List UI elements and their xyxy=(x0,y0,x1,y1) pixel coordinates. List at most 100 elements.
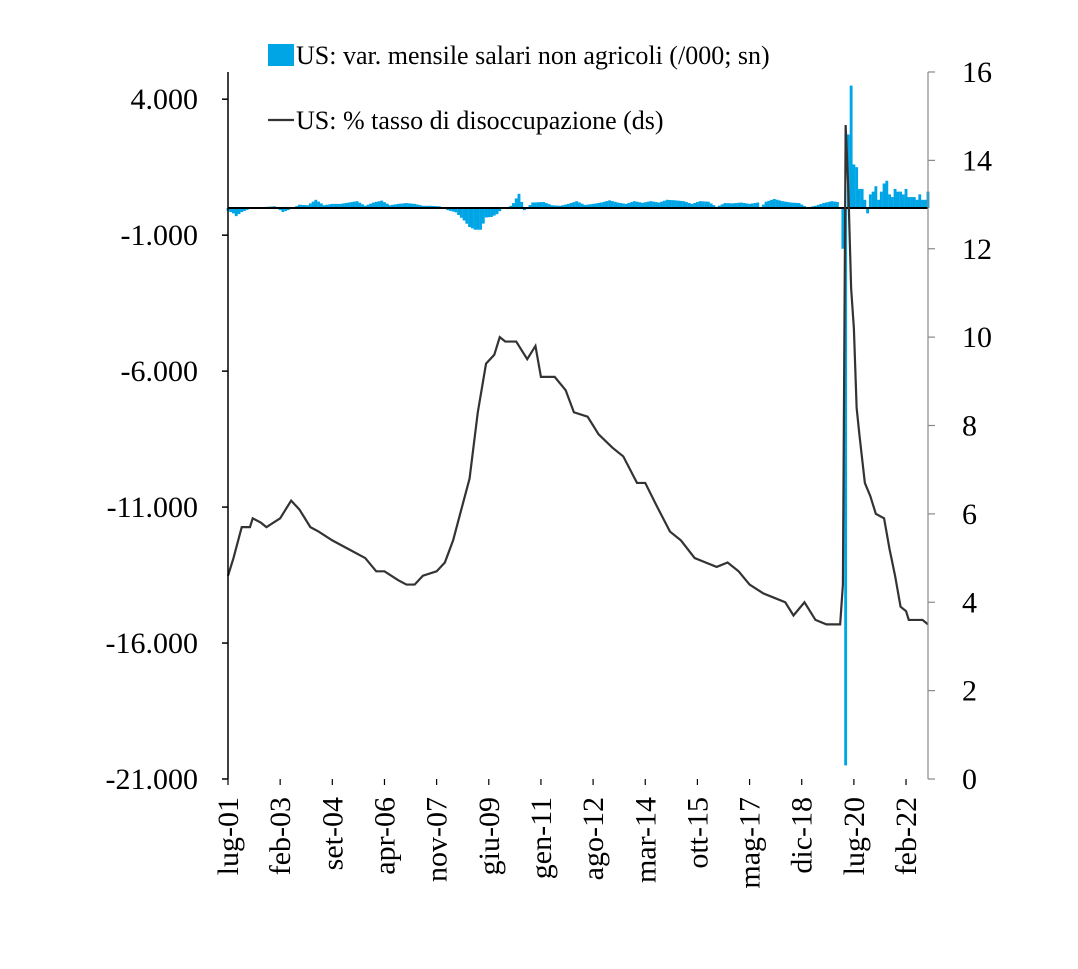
bar xyxy=(328,204,332,208)
bar xyxy=(857,188,861,208)
bar xyxy=(761,204,765,208)
bar xyxy=(429,205,433,208)
bar xyxy=(555,205,559,208)
bar xyxy=(363,205,367,208)
bar xyxy=(558,205,562,208)
bar xyxy=(383,202,386,208)
bar xyxy=(608,200,612,208)
bar xyxy=(910,197,913,208)
bar xyxy=(229,207,233,213)
bar xyxy=(770,199,773,208)
bar xyxy=(421,205,425,208)
left-tick-label: -11.000 xyxy=(107,491,198,524)
bar xyxy=(783,201,787,208)
right-tick-label: 16 xyxy=(962,56,992,89)
bar xyxy=(599,202,603,208)
bar xyxy=(372,202,375,208)
bar xyxy=(657,202,661,208)
x-axis-ticks: lug-01 feb-03 set-04 apr-06 nov-07 giu-09 gen-… xyxy=(212,779,923,889)
bar xyxy=(638,202,642,208)
bar xyxy=(484,207,488,218)
bar xyxy=(863,199,867,208)
bar xyxy=(723,203,727,208)
bar xyxy=(712,205,716,208)
bar xyxy=(649,201,653,208)
bar xyxy=(835,201,839,208)
bar xyxy=(426,205,430,208)
x-tick-label: ott-15 xyxy=(681,797,714,869)
x-tick-label: feb-22 xyxy=(890,797,923,875)
bar xyxy=(739,202,743,208)
bar xyxy=(797,203,801,208)
bar xyxy=(882,183,886,208)
bar xyxy=(457,207,461,216)
bar xyxy=(616,202,620,208)
x-tick-label: giu-09 xyxy=(473,797,506,875)
bar xyxy=(418,205,422,208)
bar xyxy=(490,207,493,217)
bar xyxy=(706,201,710,208)
bar xyxy=(687,202,691,208)
bar xyxy=(547,204,551,208)
bar xyxy=(415,204,419,208)
bar xyxy=(336,203,340,208)
bar xyxy=(893,188,897,208)
bar xyxy=(366,204,370,208)
bar xyxy=(693,202,697,208)
bar xyxy=(459,207,463,218)
bar xyxy=(775,199,779,208)
left-tick-label: -1.000 xyxy=(121,219,199,252)
x-tick-label: nov-07 xyxy=(421,797,454,882)
bar xyxy=(871,191,875,208)
bar xyxy=(575,201,579,208)
bar xyxy=(468,207,472,227)
bar xyxy=(852,164,856,208)
bar xyxy=(319,203,323,208)
x-tick-label: set-04 xyxy=(316,797,349,870)
bar xyxy=(550,205,554,208)
left-axis-ticks: 4.000 -1.000 -6.000 -11.000 -16.000 -21.000 xyxy=(106,83,228,796)
bar xyxy=(528,205,532,208)
bar xyxy=(841,207,845,249)
bar xyxy=(481,207,485,224)
bar xyxy=(470,207,474,229)
bar xyxy=(833,201,837,208)
bar xyxy=(789,202,793,208)
bar xyxy=(630,202,633,208)
bar xyxy=(232,207,235,214)
bar xyxy=(306,205,310,208)
bar xyxy=(827,201,831,208)
bar xyxy=(580,203,584,208)
bar xyxy=(643,202,647,208)
bar xyxy=(325,204,329,208)
bar xyxy=(901,194,905,208)
bar xyxy=(786,202,790,208)
bar xyxy=(830,201,834,208)
bar xyxy=(407,203,411,208)
bar xyxy=(339,203,342,208)
bar xyxy=(764,201,768,208)
bar xyxy=(355,201,359,208)
x-tick-label: gen-11 xyxy=(525,797,558,879)
bar xyxy=(424,205,428,208)
bar xyxy=(734,203,738,208)
bar xyxy=(322,205,326,208)
legend-line-label: US: % tasso di disoccupazione (ds) xyxy=(296,106,664,135)
bar xyxy=(308,203,312,208)
legend-bar-swatch xyxy=(268,44,294,66)
x-tick-label: ago-12 xyxy=(577,797,610,880)
legend-bar-label: US: var. mensile salari non agricoli (/0… xyxy=(296,41,770,70)
bar xyxy=(646,201,650,208)
bar xyxy=(792,202,795,208)
bar xyxy=(866,207,870,214)
bar xyxy=(564,204,568,208)
bar xyxy=(344,202,348,208)
bar xyxy=(586,204,590,208)
bar xyxy=(588,204,592,208)
bar xyxy=(819,203,823,208)
bar xyxy=(281,207,285,213)
bar xyxy=(888,194,892,208)
bar xyxy=(536,202,540,208)
bar xyxy=(479,207,482,230)
bar xyxy=(663,200,666,208)
